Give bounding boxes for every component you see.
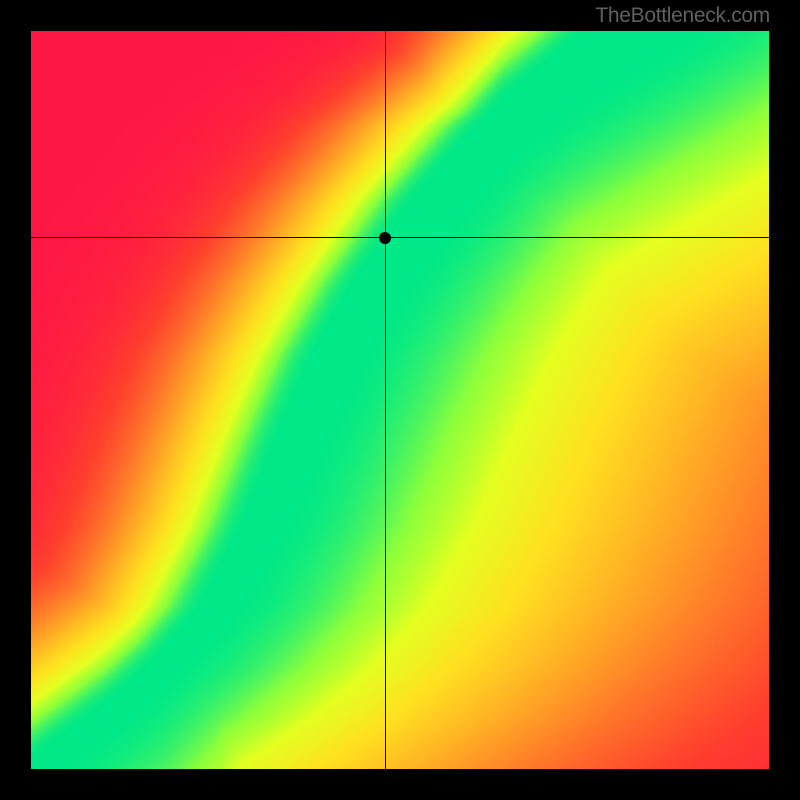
watermark-text: TheBottleneck.com (595, 4, 770, 28)
crosshair-vertical (385, 31, 386, 769)
crosshair-marker (379, 232, 391, 244)
heatmap-canvas (31, 31, 769, 769)
bottleneck-heatmap (31, 31, 769, 769)
crosshair-horizontal (31, 237, 769, 238)
